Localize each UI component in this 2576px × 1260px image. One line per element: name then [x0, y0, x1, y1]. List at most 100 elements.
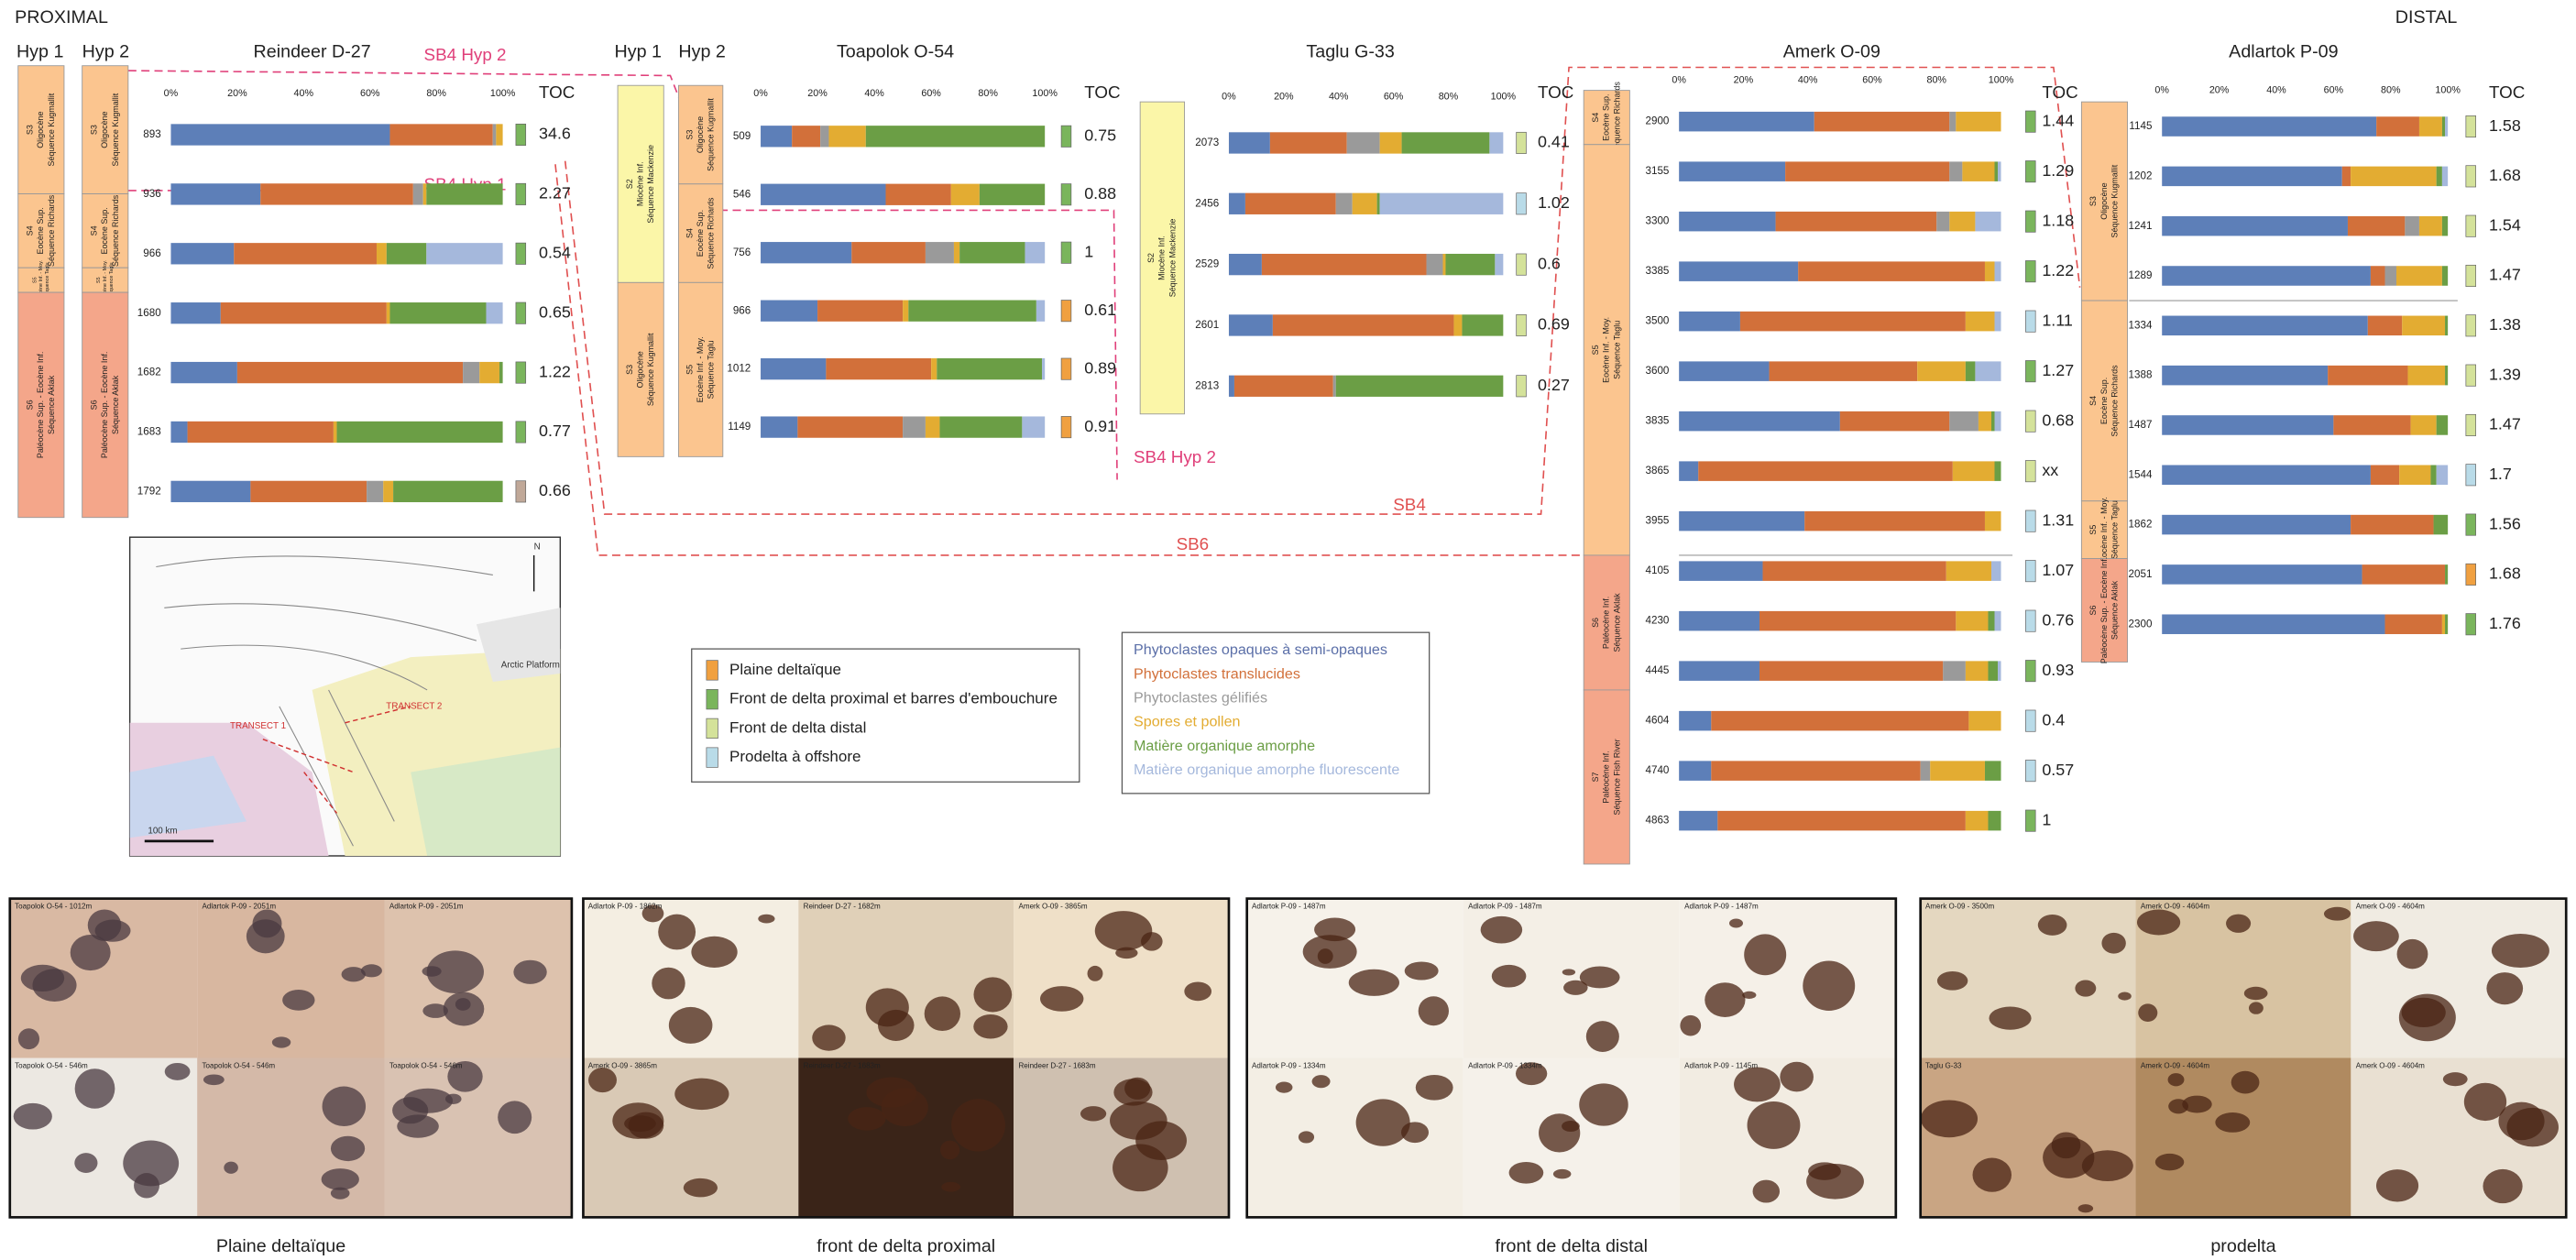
- sequence-label: S2: [625, 179, 634, 189]
- annotation: SB4: [1393, 495, 1426, 514]
- particle: [397, 1114, 439, 1138]
- facies-swatch: [1060, 241, 1072, 264]
- bar-segment: [1798, 261, 1985, 281]
- particle: [1989, 1006, 2032, 1030]
- bar-segment: [903, 300, 909, 322]
- particle: [877, 1009, 915, 1041]
- bar-segment: [1261, 253, 1427, 276]
- toc-value: 1.31: [2042, 510, 2074, 529]
- particle: [403, 1088, 454, 1113]
- particle: [2118, 992, 2132, 1001]
- toc-value: 1.22: [539, 362, 571, 380]
- sequence-label: S6: [89, 400, 98, 410]
- map-region: [476, 608, 561, 682]
- toc-value: 0.68: [2042, 411, 2074, 429]
- particle: [1184, 981, 1212, 1002]
- bar-segment: [2162, 315, 2368, 336]
- particle: [2037, 914, 2067, 936]
- sequence-label: Paléocène Sup. - Eocène Inf.: [100, 352, 109, 458]
- bar-segment: [925, 416, 940, 438]
- particle: [1563, 980, 1588, 995]
- sequence-label: Séquence Aklak: [1612, 593, 1621, 652]
- facies-swatch: [2025, 609, 2036, 632]
- legend-swatch: [706, 718, 718, 739]
- particle: [1936, 970, 1968, 991]
- sequence-label: Séquence Mackenzie: [1167, 219, 1177, 298]
- sequence-unit: [617, 281, 664, 457]
- particle: [1275, 1081, 1293, 1093]
- particle: [2138, 1003, 2158, 1023]
- sequence-label: S6: [1591, 618, 1600, 628]
- bar-segment: [463, 361, 480, 384]
- bar-segment: [925, 242, 954, 264]
- x-tick-label: 40%: [864, 88, 884, 99]
- bar-segment: [1930, 761, 1985, 781]
- particle: [1415, 1074, 1453, 1101]
- bar-segment: [1785, 161, 1950, 181]
- bar-segment: [1984, 510, 2001, 531]
- sequence-label: Eocène Inf. - Moy.: [696, 336, 705, 402]
- photo-frame: [582, 897, 1231, 1219]
- sequence-label: S4: [26, 225, 35, 236]
- particle: [866, 1077, 917, 1108]
- x-tick-label: 0%: [753, 88, 768, 99]
- bar-segment: [170, 183, 261, 205]
- particle: [1734, 1067, 1781, 1102]
- sequence-label: S5: [32, 277, 38, 283]
- bar-segment: [1445, 253, 1496, 276]
- bar-segment: [1025, 242, 1046, 264]
- bar-segment: [393, 480, 503, 503]
- toc-value: 0.75: [1084, 126, 1116, 145]
- x-tick-label: 60%: [360, 88, 380, 99]
- bar-segment: [820, 126, 829, 148]
- particle: [74, 1153, 98, 1174]
- bar-segment: [1943, 661, 1966, 681]
- bar-segment: [2370, 266, 2385, 286]
- bar-segment: [479, 361, 499, 384]
- particle: [1135, 1121, 1187, 1160]
- particle: [87, 909, 122, 941]
- depth-label: 3955: [1646, 515, 1670, 527]
- bar-segment: [1839, 411, 1950, 432]
- transect-lines: [262, 706, 411, 814]
- bar-segment: [761, 416, 798, 438]
- legend-label: Matière organique amorphe fluorescente: [1134, 761, 1399, 778]
- particle: [1515, 1062, 1548, 1086]
- particle: [2226, 914, 2252, 933]
- bar-segment: [939, 416, 1023, 438]
- toc-value: 1.58: [2489, 116, 2521, 135]
- bar-segment: [333, 421, 337, 444]
- sequence-label: Eocène Inf. - Moy.: [38, 260, 44, 300]
- particle: [13, 1102, 52, 1130]
- particle: [252, 909, 282, 938]
- hyp-label: Hyp 2: [678, 42, 725, 62]
- depth-label: 546: [733, 188, 751, 200]
- x-tick-label: 40%: [294, 88, 314, 99]
- depth-label: 1012: [727, 363, 751, 375]
- sequence-label: Séquence Richards: [1612, 82, 1621, 154]
- toc-value: 1.47: [2489, 415, 2521, 433]
- sequence-label: S6: [26, 400, 35, 410]
- depth-label: 1682: [137, 367, 161, 378]
- bar-segment: [2430, 465, 2437, 486]
- bar-segment: [1920, 761, 1931, 781]
- bar-segment: [1401, 132, 1490, 154]
- sequence-label: Séquence Taglu: [109, 262, 115, 297]
- bar-segment: [1228, 132, 1270, 154]
- facies-swatch: [1516, 313, 1527, 336]
- particle: [2401, 997, 2446, 1028]
- particle: [422, 1003, 448, 1018]
- x-tick-label: 100%: [1491, 92, 1517, 103]
- sequence-label: Eocène Inf. - Moy.: [2099, 497, 2109, 563]
- depth-label: 3835: [1646, 415, 1670, 427]
- particle: [624, 1115, 656, 1133]
- toc-value: 0.27: [1538, 376, 1570, 394]
- facies-swatch: [515, 182, 527, 205]
- particle: [2136, 909, 2181, 936]
- map: [128, 536, 562, 857]
- particle: [70, 934, 111, 971]
- bar-segment: [2376, 116, 2419, 137]
- bar-segment: [1228, 253, 1262, 276]
- depth-label: 2300: [2129, 618, 2153, 630]
